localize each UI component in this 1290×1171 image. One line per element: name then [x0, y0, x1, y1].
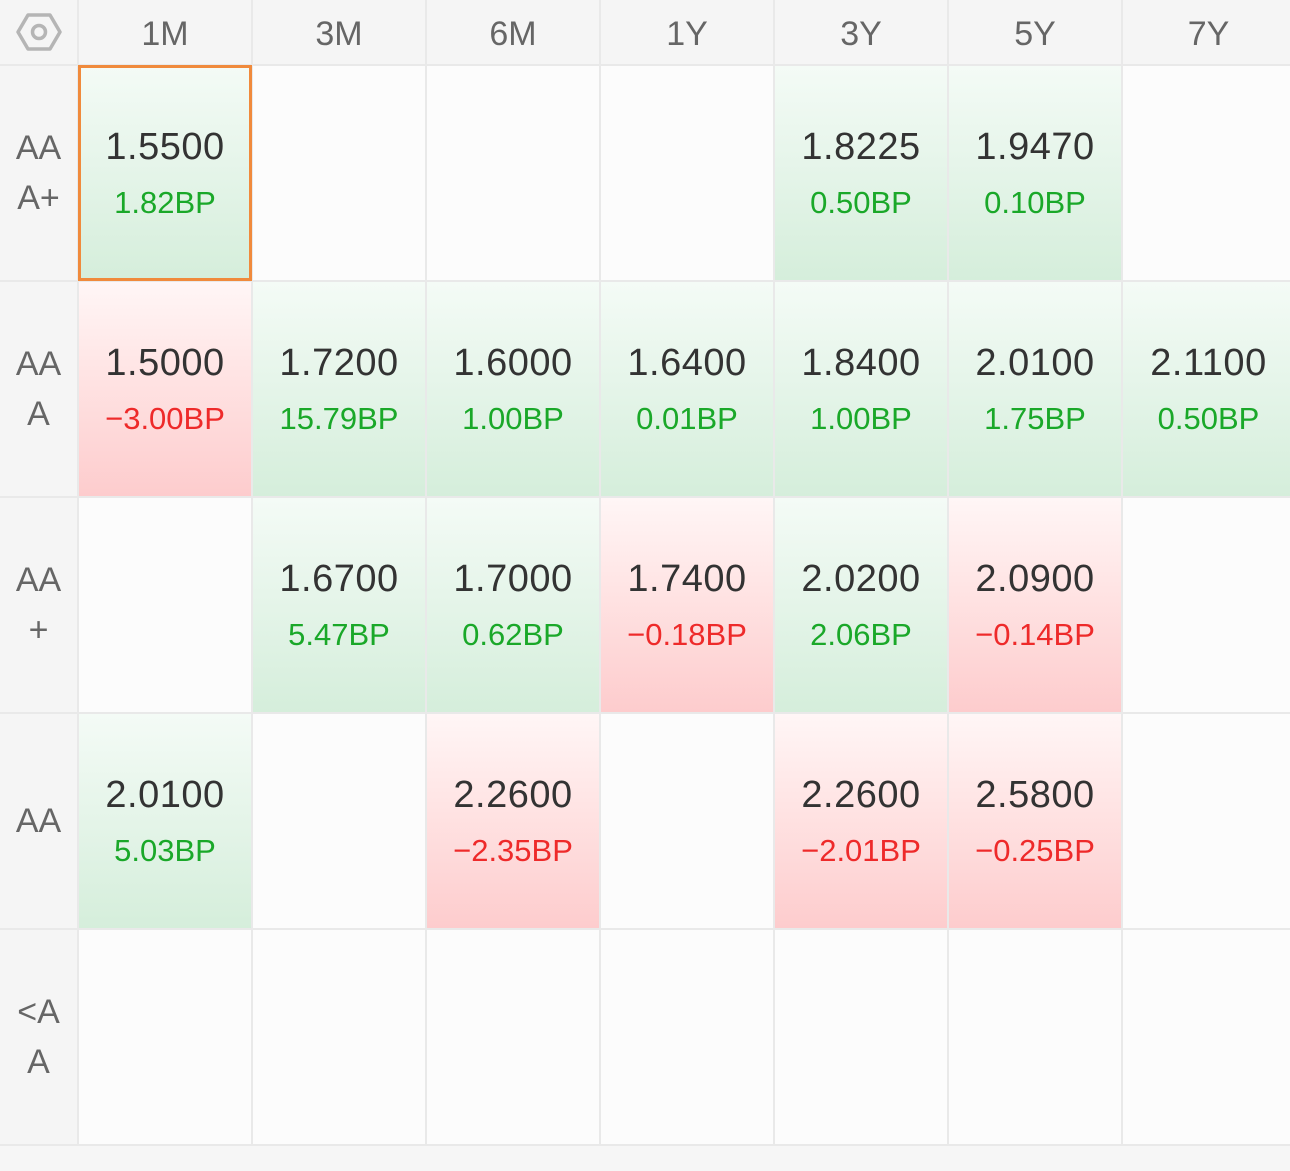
column-header-5y[interactable]: 5Y	[949, 0, 1121, 64]
rate-value: 2.0200	[801, 557, 921, 600]
row-header[interactable]: AA+	[0, 498, 77, 712]
empty-cell[interactable]	[601, 930, 773, 1144]
rate-value: 2.1100	[1150, 341, 1267, 384]
column-header-3y[interactable]: 3Y	[775, 0, 947, 64]
empty-cell[interactable]	[427, 66, 599, 280]
rate-cell[interactable]: 2.0200 2.06BP	[775, 498, 947, 712]
empty-cell[interactable]	[949, 930, 1121, 1144]
rate-cell[interactable]: 2.0100 5.03BP	[79, 714, 251, 928]
column-header-3m[interactable]: 3M	[253, 0, 425, 64]
row-header-label: AAA+	[15, 129, 62, 217]
rate-cell[interactable]: 1.7000 0.62BP	[427, 498, 599, 712]
rate-change: −0.25BP	[975, 832, 1095, 868]
rate-change: 1.75BP	[984, 400, 1086, 436]
rate-value: 1.8400	[801, 341, 921, 384]
rate-change: 1.00BP	[462, 400, 564, 436]
empty-cell[interactable]	[1123, 498, 1290, 712]
rate-cell[interactable]: 1.8225 0.50BP	[775, 66, 947, 280]
empty-cell[interactable]	[775, 930, 947, 1144]
rate-cell[interactable]: 1.7200 15.79BP	[253, 282, 425, 496]
empty-cell[interactable]	[79, 498, 251, 712]
empty-cell[interactable]	[427, 930, 599, 1144]
row-header-label: AA	[15, 802, 62, 840]
rate-value: 2.0100	[105, 773, 225, 816]
empty-cell[interactable]	[1123, 930, 1290, 1144]
rate-value: 1.6700	[279, 557, 399, 600]
rate-value: 2.0100	[975, 341, 1095, 384]
rate-change: 5.47BP	[288, 616, 390, 652]
rate-cell[interactable]: 1.6000 1.00BP	[427, 282, 599, 496]
rate-cell[interactable]: 1.9470 0.10BP	[949, 66, 1121, 280]
rate-change: 1.82BP	[114, 184, 216, 220]
hexagon-settings-icon	[15, 13, 62, 51]
rate-cell[interactable]: 1.6700 5.47BP	[253, 498, 425, 712]
rate-value: 1.7200	[279, 341, 399, 384]
rate-change: 0.62BP	[462, 616, 564, 652]
rate-change: −2.35BP	[453, 832, 573, 868]
row-header[interactable]: AA	[0, 714, 77, 928]
row-header[interactable]: AAA+	[0, 66, 77, 280]
rate-change: −3.00BP	[105, 400, 225, 436]
rate-change: 0.50BP	[1157, 400, 1260, 436]
rate-value: 1.5000	[105, 341, 225, 384]
rate-cell[interactable]: 2.2600 −2.35BP	[427, 714, 599, 928]
rate-value: 2.2600	[801, 773, 921, 816]
rate-change: −2.01BP	[801, 832, 921, 868]
empty-cell[interactable]	[79, 930, 251, 1144]
empty-cell[interactable]	[253, 66, 425, 280]
rate-value: 1.7000	[453, 557, 573, 600]
empty-cell[interactable]	[601, 66, 773, 280]
rate-change: 0.50BP	[810, 184, 912, 220]
rate-value: 2.5800	[975, 773, 1095, 816]
rate-matrix-grid: 1M 3M 6M 1Y 3Y 5Y 7Y AAA+ 1.5500 1.82BP 1.8225 0.50…	[0, 0, 1290, 1146]
rate-value: 2.0900	[975, 557, 1095, 600]
rate-value: 1.9470	[975, 125, 1095, 168]
row-header-label: AAA	[15, 345, 62, 433]
column-header-1y[interactable]: 1Y	[601, 0, 773, 64]
rate-value: 1.6400	[627, 341, 747, 384]
rate-cell[interactable]: 2.0900 −0.14BP	[949, 498, 1121, 712]
rate-cell[interactable]: 2.1100 0.50BP	[1123, 282, 1290, 496]
rate-change: 5.03BP	[114, 832, 216, 868]
rate-change: 2.06BP	[810, 616, 912, 652]
rate-change: 15.79BP	[279, 400, 399, 436]
row-header[interactable]: AAA	[0, 282, 77, 496]
rate-change: 0.01BP	[636, 400, 738, 436]
column-header-1m[interactable]: 1M	[79, 0, 251, 64]
rate-value: 1.8225	[801, 125, 921, 168]
empty-cell[interactable]	[253, 714, 425, 928]
rate-change: −0.14BP	[975, 616, 1095, 652]
rate-value: 1.5500	[105, 125, 225, 168]
rate-cell[interactable]: 1.8400 1.00BP	[775, 282, 947, 496]
rate-value: 2.2600	[453, 773, 573, 816]
empty-cell[interactable]	[601, 714, 773, 928]
empty-cell[interactable]	[1123, 66, 1290, 280]
rate-cell[interactable]: 1.6400 0.01BP	[601, 282, 773, 496]
rate-cell[interactable]: 2.5800 −0.25BP	[949, 714, 1121, 928]
rate-value: 1.7400	[627, 557, 747, 600]
rate-change: −0.18BP	[627, 616, 747, 652]
rate-cell[interactable]: 2.2600 −2.01BP	[775, 714, 947, 928]
column-header-7y[interactable]: 7Y	[1123, 0, 1290, 64]
row-header-label: <AA	[17, 993, 60, 1081]
rate-cell[interactable]: 1.5000 −3.00BP	[79, 282, 251, 496]
row-header[interactable]: <AA	[0, 930, 77, 1144]
column-header-6m[interactable]: 6M	[427, 0, 599, 64]
empty-cell[interactable]	[253, 930, 425, 1144]
empty-cell[interactable]	[1123, 714, 1290, 928]
rate-change: 0.10BP	[984, 184, 1086, 220]
rate-cell[interactable]: 2.0100 1.75BP	[949, 282, 1121, 496]
rate-cell[interactable]: 1.5500 1.82BP	[78, 65, 252, 281]
settings-button[interactable]	[0, 0, 77, 64]
rate-change: 1.00BP	[810, 400, 912, 436]
row-header-label: AA+	[15, 561, 62, 649]
rate-cell[interactable]: 1.7400 −0.18BP	[601, 498, 773, 712]
rate-value: 1.6000	[453, 341, 573, 384]
